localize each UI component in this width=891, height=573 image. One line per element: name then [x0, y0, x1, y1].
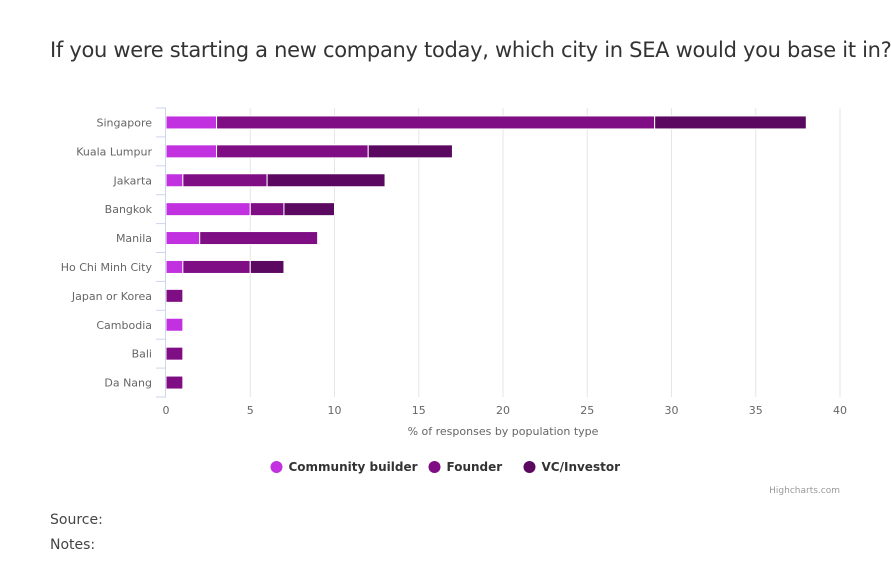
notes-label: Notes: [50, 537, 96, 553]
category-label: Cambodia [96, 319, 152, 332]
bar-community-builder-kuala-lumpur[interactable] [165, 144, 218, 159]
legend-label: Founder [447, 460, 503, 474]
x-tick-label: 30 [665, 404, 679, 417]
x-tick-label: 35 [749, 404, 763, 417]
bar-vc-investor-ho-chi-minh-city[interactable] [249, 259, 285, 274]
chart-title: If you were starting a new company today… [50, 38, 891, 62]
bar-series [165, 115, 807, 390]
bar-community-builder-ho-chi-minh-city[interactable] [165, 259, 184, 274]
legend-item-founder[interactable]: Founder [428, 460, 503, 474]
value-axis: 0 5 10 15 20 25 30 35 40 [163, 404, 848, 417]
legend-label: VC/Investor [542, 460, 621, 474]
category-label: Bangkok [105, 203, 153, 216]
bar-community-builder-singapore[interactable] [165, 115, 218, 130]
bar-founder-da-nang[interactable] [165, 375, 184, 390]
legend-item-community-builder[interactable]: Community builder [270, 460, 418, 474]
bar-founder-bali[interactable] [165, 346, 184, 361]
bar-vc-investor-jakarta[interactable] [266, 173, 386, 188]
bar-founder-ho-chi-minh-city[interactable] [182, 259, 251, 274]
legend-symbol [523, 461, 536, 473]
bar-community-builder-bangkok[interactable] [165, 202, 251, 217]
x-tick-label: 40 [833, 404, 847, 417]
category-label: Ho Chi Minh City [61, 261, 153, 274]
bar-community-builder-manila[interactable] [165, 231, 201, 246]
bar-founder-kuala-lumpur[interactable] [216, 144, 369, 159]
category-label: Manila [116, 232, 152, 245]
bar-vc-investor-kuala-lumpur[interactable] [367, 144, 453, 159]
legend: Community builder Founder VC/Investor [270, 460, 621, 474]
category-label: Singapore [97, 116, 153, 129]
legend-symbol [428, 461, 441, 473]
category-label: Kuala Lumpur [76, 145, 152, 158]
x-axis-title: % of responses by population type [408, 425, 599, 438]
category-label: Jakarta [113, 174, 152, 187]
source-label: Source: [50, 512, 103, 528]
x-tick-label: 5 [247, 404, 254, 417]
legend-item-vc-investor[interactable]: VC/Investor [523, 460, 621, 474]
legend-symbol [270, 461, 283, 473]
category-label: Bali [132, 348, 152, 361]
category-label: Da Nang [104, 377, 152, 390]
bar-founder-japan-or-korea[interactable] [165, 288, 184, 303]
x-tick-label: 10 [328, 404, 342, 417]
bar-founder-manila[interactable] [199, 231, 319, 246]
x-tick-label: 20 [496, 404, 510, 417]
category-label: Japan or Korea [71, 290, 152, 303]
legend-label: Community builder [289, 460, 418, 474]
bar-vc-investor-singapore[interactable] [654, 115, 807, 130]
x-tick-label: 0 [163, 404, 170, 417]
bar-founder-bangkok[interactable] [249, 202, 285, 217]
x-tick-label: 15 [412, 404, 426, 417]
bar-community-builder-cambodia[interactable] [165, 317, 184, 332]
x-tick-label: 25 [580, 404, 594, 417]
bar-founder-singapore[interactable] [216, 115, 656, 130]
credits-text[interactable]: Highcharts.com [769, 486, 840, 496]
bar-community-builder-jakarta[interactable] [165, 173, 184, 188]
bar-vc-investor-bangkok[interactable] [283, 202, 336, 217]
bar-founder-jakarta[interactable] [182, 173, 268, 188]
category-axis: Singapore Kuala Lumpur Jakarta Bangkok Manil… [61, 107, 166, 398]
